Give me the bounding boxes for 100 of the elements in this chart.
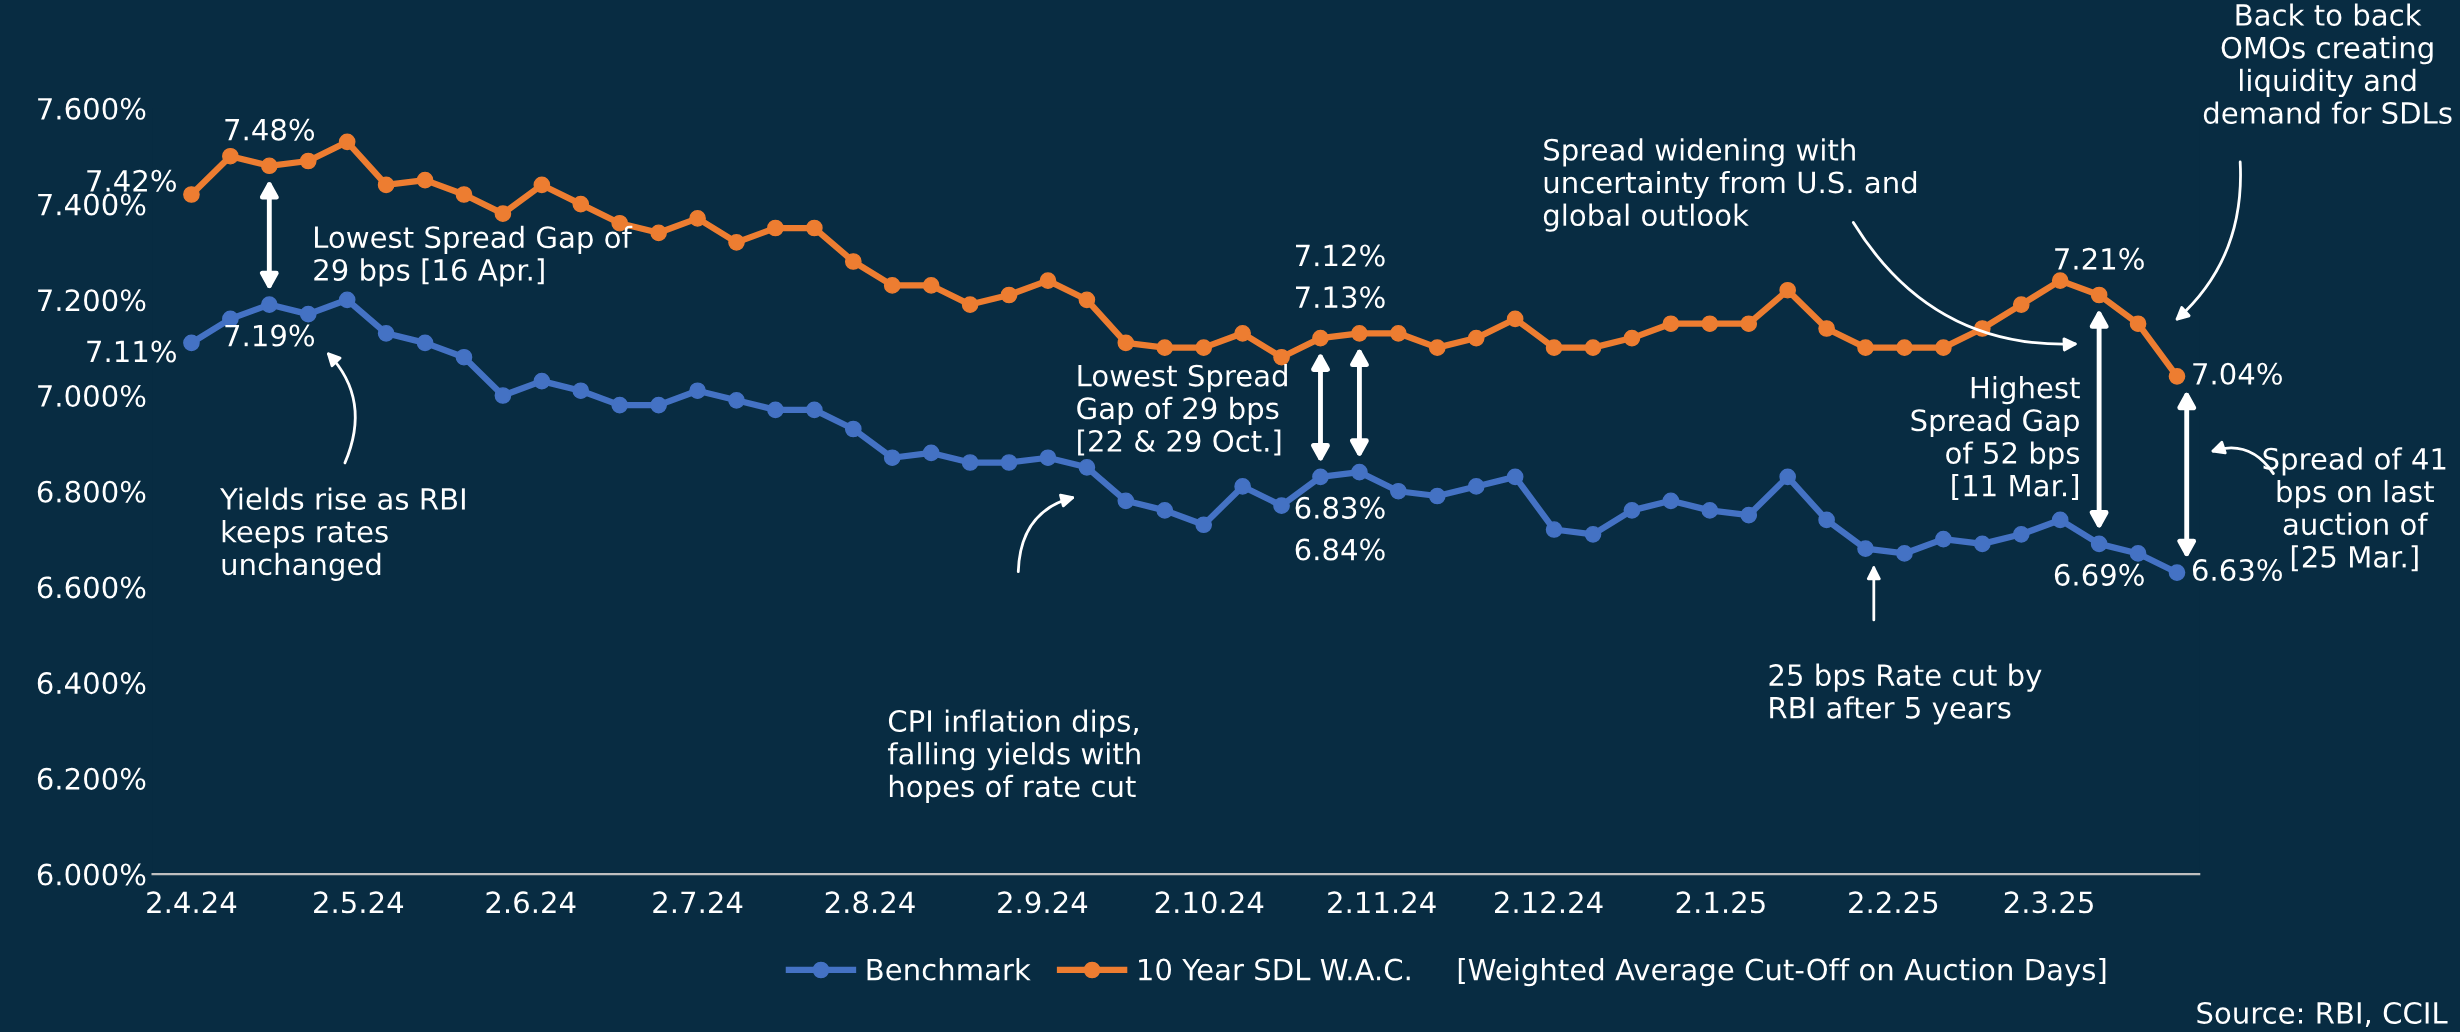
legend-label: Benchmark — [867, 958, 1031, 981]
point — [1545, 521, 1563, 538]
point — [1195, 339, 1213, 356]
x-tick-label: 2.8.24 — [825, 891, 915, 914]
x-tick-label: 2.6.24 — [486, 891, 576, 914]
point — [416, 171, 434, 189]
point — [1390, 482, 1407, 500]
point — [260, 157, 278, 175]
point — [1662, 315, 1680, 333]
point — [455, 348, 473, 366]
data-label: 6.63% — [2192, 558, 2282, 582]
data-label: 6.69% — [2054, 563, 2144, 586]
data-label: 7.13% — [1296, 286, 1385, 309]
point — [1701, 502, 1719, 519]
point — [2012, 525, 2030, 543]
x-tick-label: 2.1.25 — [1676, 891, 1765, 914]
point — [183, 334, 200, 352]
point — [2168, 564, 2186, 581]
point — [1623, 502, 1641, 519]
point — [1039, 449, 1057, 467]
point — [1117, 334, 1135, 352]
point — [494, 387, 512, 404]
x-tick-label: 2.3.25 — [2004, 891, 2093, 914]
point — [961, 296, 979, 313]
x-tick-label: 2.4.24 — [147, 891, 237, 913]
point — [1351, 463, 1368, 481]
point — [1818, 511, 1835, 529]
data-label: 6.84% — [1295, 538, 1385, 561]
point — [1896, 545, 1913, 562]
point — [377, 324, 395, 342]
legend-label: 10 Year SDL W.A.C. — [1139, 958, 1410, 981]
data-label: 7.19% — [225, 324, 315, 347]
point — [416, 334, 434, 352]
point — [1312, 329, 1329, 347]
point — [1467, 329, 1485, 347]
x-tick-label: 2.10.24 — [1155, 891, 1264, 914]
point — [767, 219, 784, 237]
point — [2051, 272, 2069, 289]
point — [1428, 487, 1446, 505]
point — [650, 396, 667, 414]
point — [2090, 535, 2108, 553]
point — [183, 186, 200, 203]
point — [1506, 310, 1524, 328]
point — [883, 277, 901, 294]
point — [922, 277, 940, 294]
point — [1312, 468, 1329, 486]
annotation: Lowest Spread Gap of 29 bps [16 Apr.] — [314, 225, 633, 287]
data-label: 7.04% — [2193, 362, 2282, 385]
point — [299, 305, 317, 323]
point — [1857, 540, 1874, 557]
x-tick-label: 2.12.24 — [1494, 891, 1603, 913]
text: Back to back OMOs creating liquidity and demand for SDLs — [2203, 3, 2452, 125]
point — [1467, 478, 1485, 495]
point — [728, 234, 745, 251]
y-tick-label: 6.600% — [37, 576, 146, 599]
point — [377, 176, 395, 194]
point — [494, 205, 512, 222]
point — [806, 219, 823, 237]
point — [1273, 497, 1290, 514]
y-tick-label: 6.200% — [37, 767, 146, 790]
annotation: 25 bps Rate cut by RBI after 5 years — [1769, 663, 2042, 725]
point — [338, 291, 356, 309]
point — [1740, 315, 1758, 333]
point — [1545, 339, 1563, 356]
point — [2168, 368, 2186, 385]
point — [1662, 492, 1680, 510]
point — [533, 176, 551, 194]
point — [338, 133, 356, 151]
point — [1039, 272, 1057, 289]
point — [2090, 286, 2108, 304]
annotation: Yields rise as RBI keeps rates unchanged — [220, 487, 465, 581]
annotation: Lowest Spread Gap of 29 bps [22 & 29 Oct.] — [1077, 364, 1287, 456]
point — [299, 152, 317, 170]
point — [1506, 468, 1524, 486]
point — [922, 444, 940, 462]
point — [1000, 286, 1018, 304]
point — [2129, 545, 2147, 562]
y-tick-label: 6.800% — [37, 480, 146, 503]
point — [1818, 320, 1835, 337]
point — [2129, 315, 2147, 333]
point — [1195, 516, 1213, 534]
point — [689, 210, 706, 227]
point — [1390, 324, 1407, 342]
point — [1935, 530, 1952, 548]
point — [1701, 315, 1719, 333]
point — [1234, 324, 1251, 342]
point — [2012, 296, 2030, 313]
point — [728, 391, 745, 409]
data-label: 7.48% — [225, 118, 315, 141]
point — [1740, 506, 1758, 524]
point — [1156, 339, 1174, 356]
x-tick-label: 2.11.24 — [1328, 891, 1436, 913]
point — [1857, 339, 1874, 356]
x-tick-label: 2.7.24 — [653, 891, 743, 913]
point — [1000, 454, 1018, 471]
y-tick-label: 7.600% — [38, 97, 146, 120]
point — [1623, 329, 1641, 347]
y-tick-label: 6.400% — [37, 672, 146, 695]
data-label: 7.42% — [87, 169, 176, 192]
source-note: Source: RBI, CCIL — [2197, 1001, 2448, 1027]
